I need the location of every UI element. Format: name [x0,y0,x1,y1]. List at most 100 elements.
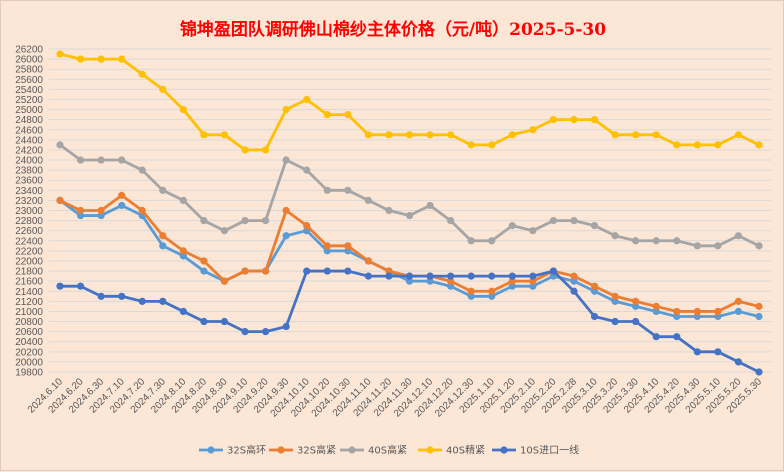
data-point [200,131,208,139]
data-point [652,237,660,245]
y-tick-label: 25000 [15,105,43,116]
legend-marker [348,446,356,454]
y-tick-label: 21200 [15,297,43,308]
data-point [179,105,187,114]
data-point [56,141,64,149]
data-point [755,368,763,376]
y-tick-label: 23200 [15,196,43,207]
data-point [590,222,599,230]
data-point [714,242,722,250]
data-point [755,302,763,310]
data-point [529,282,537,290]
data-point [734,131,743,139]
data-point [241,146,249,154]
y-tick-label: 24800 [15,115,43,126]
data-point [673,312,681,321]
data-point [488,292,496,300]
data-point [652,307,660,316]
y-tick-label: 24600 [15,125,43,136]
y-tick-label: 21800 [15,267,43,278]
data-point [344,111,352,119]
data-point [179,307,187,316]
data-point [570,116,578,124]
data-point [508,272,516,280]
data-point [159,186,167,194]
data-point [632,131,640,139]
data-point [590,282,599,290]
data-point [179,252,187,260]
data-point [159,232,167,240]
data-point [673,333,681,341]
y-tick-label: 25400 [15,85,43,96]
data-point [323,267,331,275]
data-point [76,211,85,220]
data-point [241,267,249,275]
data-point [611,292,619,300]
y-tick-label: 23400 [15,186,43,197]
data-point [488,287,496,295]
data-point [97,292,105,300]
data-point [364,257,372,265]
data-point [385,272,393,280]
data-point [179,196,187,205]
data-point [118,156,126,164]
y-tick-label: 22800 [15,216,43,227]
data-point [632,317,640,326]
legend-label: 10S进口一线 [520,444,579,457]
data-point [529,272,537,280]
data-point [241,328,249,336]
data-point [714,141,722,149]
data-point [693,242,701,250]
data-point [303,222,311,230]
data-point [755,242,763,250]
data-point [200,317,208,326]
data-point [261,146,270,154]
data-point [56,282,64,290]
legend-label: 40S精紧 [446,444,485,457]
data-point [611,297,619,305]
data-point [97,156,105,164]
data-point [118,55,126,63]
legend-item: 32S高环 [199,444,266,457]
data-point [56,50,64,58]
data-point [282,232,290,240]
data-point [282,105,290,114]
legend-label: 40S高紧 [368,444,407,457]
data-point [405,277,414,285]
data-point [344,186,352,194]
y-tick-label: 24400 [15,135,43,146]
data-point [385,131,393,139]
data-point [118,292,126,300]
data-point [138,166,146,174]
data-point [447,277,455,285]
data-point [693,307,701,316]
data-point [76,282,85,290]
data-point [220,277,229,285]
data-point [734,297,743,305]
data-point [549,267,558,275]
data-point [344,242,352,250]
data-point [529,126,537,134]
data-point [590,287,599,295]
y-tick-label: 23000 [15,206,43,217]
data-point [118,201,126,210]
data-point [529,227,537,235]
data-point [611,317,619,326]
data-point [590,312,599,321]
data-point [159,85,167,93]
data-point [673,237,681,245]
data-point [447,282,455,290]
data-point [323,242,331,250]
data-point [488,237,496,245]
data-point [323,247,331,255]
data-point [590,116,599,124]
data-point [467,292,475,300]
data-point [426,201,434,210]
data-point [467,237,475,245]
y-tick-label: 26200 [15,45,43,56]
data-point [508,131,516,139]
data-point [344,267,352,275]
data-point [241,216,249,225]
data-point [508,222,516,230]
